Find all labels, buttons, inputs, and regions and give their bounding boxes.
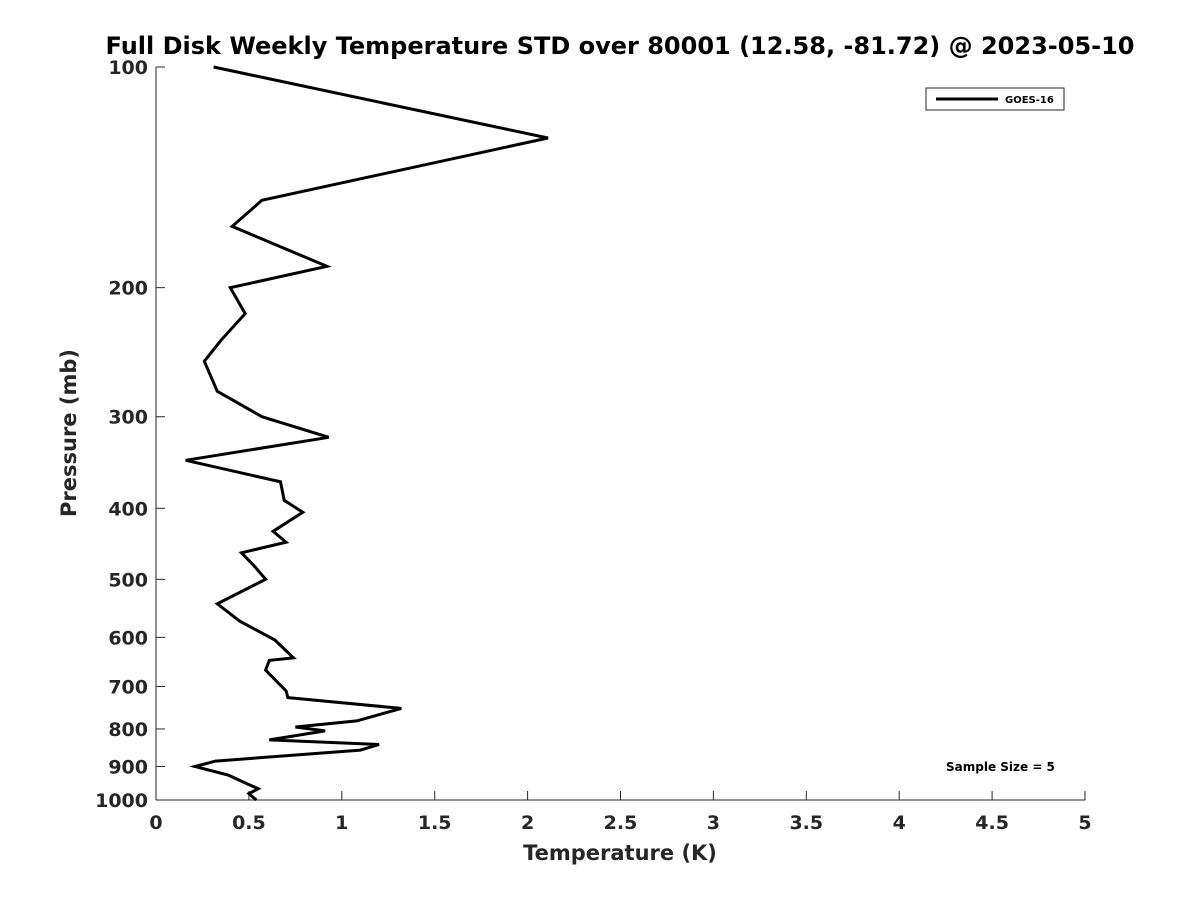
legend-label: GOES-16 (1005, 95, 1054, 106)
y-tick-label: 300 (108, 407, 148, 429)
y-axis-label: Pressure (mb) (57, 349, 81, 517)
legend: GOES-16 (925, 87, 1065, 111)
x-tick-label: 2 (521, 812, 534, 834)
y-tick-label: 500 (108, 569, 148, 591)
y-tick-label: 800 (108, 719, 148, 741)
x-tick-label: 0 (149, 812, 162, 834)
x-tick-label: 1 (335, 812, 348, 834)
y-tick-label: 700 (108, 676, 148, 698)
x-axis-label: Temperature (K) (523, 841, 717, 865)
series-line-goes-16 (185, 65, 549, 802)
y-tick-label: 600 (108, 627, 148, 649)
x-tick-label: 3.5 (789, 812, 823, 834)
x-tick-label: 1.5 (418, 812, 452, 834)
y-tick-label: 1000 (95, 790, 148, 812)
x-tick-label: 2.5 (604, 812, 638, 834)
y-tick-label: 100 (108, 57, 148, 79)
x-tick-label: 3 (707, 812, 720, 834)
x-tick-label: 5 (1078, 812, 1091, 834)
series-layer (185, 65, 549, 802)
x-tick-label: 4 (893, 812, 906, 834)
x-tick-label: 4.5 (975, 812, 1009, 834)
chart-title: Full Disk Weekly Temperature STD over 80… (106, 32, 1135, 60)
y-tick-label: 900 (108, 756, 148, 778)
x-axis-ticks: 0 0.5 1 1.5 2 2.5 3 3.5 4 4.5 5 (149, 791, 1092, 834)
y-tick-label: 400 (108, 498, 148, 520)
x-tick-label: 0.5 (232, 812, 266, 834)
y-axis-ticks: 100 200 300 400 500 600 700 800 900 1000 (95, 57, 165, 812)
sample-size-annotation: Sample Size = 5 (946, 760, 1055, 774)
y-tick-label: 200 (108, 278, 148, 300)
